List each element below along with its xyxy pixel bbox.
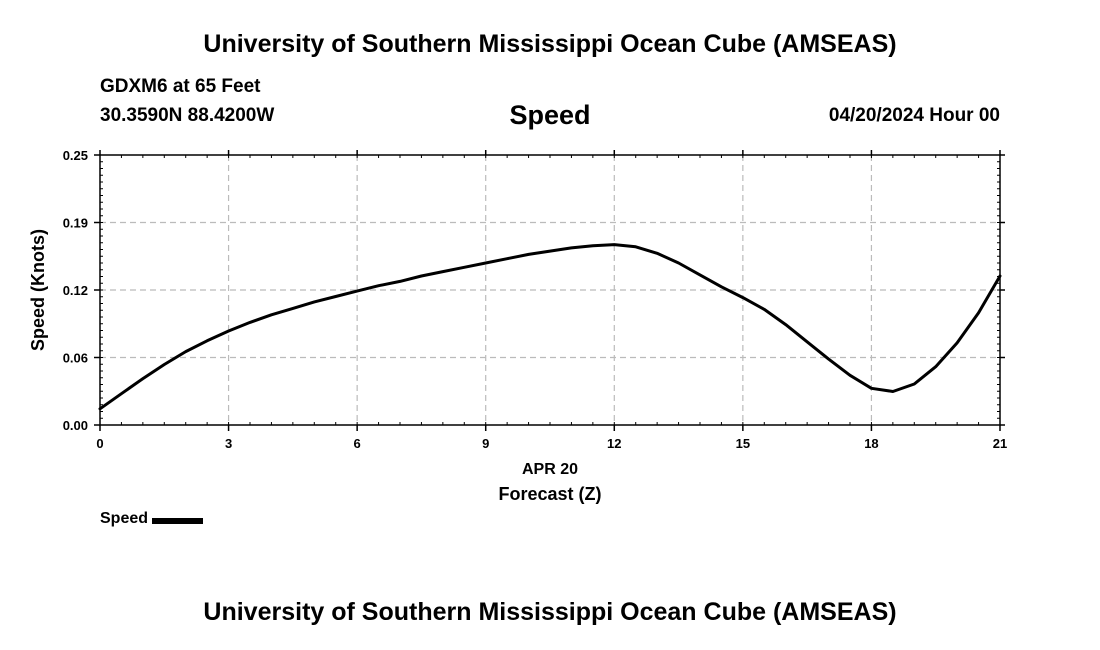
x-tick-label: 15 (736, 436, 750, 451)
legend-line-swatch (152, 518, 204, 524)
x-tick-label: 12 (607, 436, 621, 451)
x-tick-label: 18 (864, 436, 878, 451)
page-title: University of Southern Mississippi Ocean… (203, 30, 897, 58)
series-line-speed (98, 243, 1002, 411)
x-axis-date-label: APR 20 (522, 461, 578, 478)
y-tick-label: 0.06 (63, 351, 88, 366)
x-tick-label: 0 (96, 436, 103, 451)
y-axis-label: Speed (Knots) (28, 229, 48, 351)
chart-title: Speed (509, 100, 591, 130)
footer-title: University of Southern Mississippi Ocean… (203, 598, 897, 626)
forecast-datetime: 04/20/2024 Hour 00 (828, 105, 1000, 126)
x-tick-label: 9 (482, 436, 489, 451)
legend: Speed (100, 510, 204, 528)
legend-label: Speed (100, 510, 149, 527)
y-tick-label: 0.12 (63, 283, 88, 298)
x-tick-label: 21 (993, 436, 1007, 451)
coordinates-label: 30.3590N 88.4200W (100, 105, 275, 126)
x-tick-label: 3 (225, 436, 232, 451)
y-tick-label: 0.19 (63, 216, 88, 231)
series-layer (98, 243, 1002, 411)
y-tick-label: 0.25 (63, 148, 88, 163)
station-label: GDXM6 at 65 Feet (100, 76, 261, 97)
y-tick-label: 0.00 (63, 418, 88, 433)
x-axis-label: Forecast (Z) (498, 484, 601, 504)
x-tick-label: 6 (354, 436, 361, 451)
plot-frame (99, 154, 1001, 426)
tick-labels: 0 3 6 9 12 15 18 21 0.00 0.06 0.12 0.19 0.25 (63, 148, 1008, 451)
